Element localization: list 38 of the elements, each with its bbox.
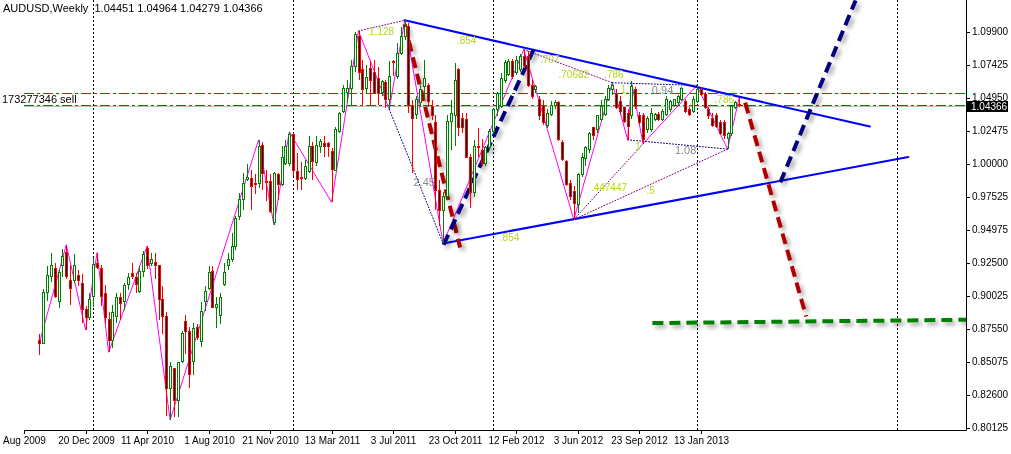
- y-tick-label: 1.09900: [972, 26, 1009, 38]
- y-tick-label: 0.80125: [972, 422, 1009, 434]
- series-label: 0.94: [651, 83, 674, 96]
- annotation: 1.: [620, 83, 630, 95]
- y-tick-label: 0.90025: [972, 290, 1009, 302]
- y-tick-label: 0.85075: [972, 356, 1009, 368]
- y-tick-label: 0.87550: [972, 323, 1009, 335]
- annotation: 1.128: [369, 26, 395, 38]
- annotation: .854: [456, 35, 477, 47]
- y-tick-label: 1.00000: [972, 158, 1009, 170]
- x-tick-label: 20 Dec 2009: [58, 435, 116, 446]
- x-tick-label: Aug 2009: [3, 435, 47, 446]
- y-tick-label: 1.07425: [972, 59, 1009, 71]
- x-tick-label: 23 Oct 2011: [428, 435, 483, 446]
- x-tick-label: 12 Feb 2012: [488, 435, 546, 446]
- annotation: .5: [646, 184, 656, 196]
- x-tick-label: 23 Sep 2012: [611, 435, 669, 446]
- x-tick-label: 1 Aug 2010: [184, 435, 236, 446]
- annotation: .70682: [558, 68, 590, 80]
- y-tick-label: 0.92500: [972, 257, 1009, 269]
- annotation: .854: [499, 231, 520, 243]
- x-tick-label: 13 Jan 2013: [673, 435, 730, 446]
- y-tick-label: 1.02475: [972, 125, 1009, 137]
- chart-title: AUDUSD,Weekly 1.04451 1.04964 1.04279 1.04366: [3, 2, 263, 14]
- x-tick-label: 3 Jun 2012: [553, 435, 604, 446]
- annotation: .447447: [590, 181, 628, 193]
- x-tick-label: 3 Jul 2011: [370, 435, 417, 446]
- annotation: .786: [714, 94, 735, 105]
- x-tick-label: 11 Apr 2010: [120, 435, 175, 446]
- x-tick-label: 21 Nov 2010: [242, 435, 300, 446]
- annotation: .786: [604, 68, 625, 80]
- ref-line-label: 173277346 sell: [2, 92, 77, 105]
- y-tick-label: 0.82600: [972, 389, 1009, 401]
- annotation: 1: [635, 141, 642, 153]
- y-tick-label: 0.97525: [972, 191, 1009, 203]
- x-tick-label: 13 Mar 2011: [304, 435, 361, 446]
- series-label: 1.08: [674, 144, 697, 157]
- y-tick-label: 0.94975: [972, 224, 1009, 236]
